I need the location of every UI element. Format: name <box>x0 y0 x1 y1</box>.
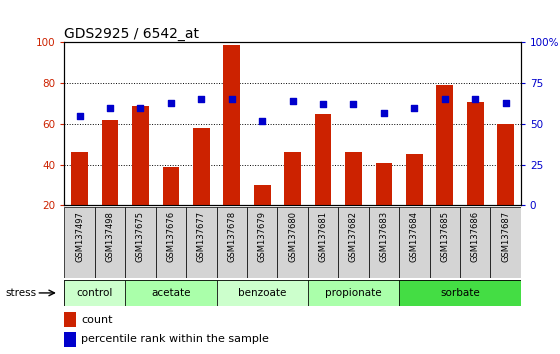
Bar <box>368 207 399 278</box>
Text: GSM137680: GSM137680 <box>288 211 297 262</box>
Text: GSM137684: GSM137684 <box>410 211 419 262</box>
Bar <box>436 85 453 205</box>
Point <box>288 98 297 104</box>
Point <box>258 118 267 124</box>
Point <box>349 102 358 107</box>
Bar <box>399 207 430 278</box>
Text: GSM137686: GSM137686 <box>470 211 480 262</box>
Point <box>410 105 419 110</box>
Text: control: control <box>77 288 113 298</box>
Bar <box>247 207 277 278</box>
Text: percentile rank within the sample: percentile rank within the sample <box>81 334 269 344</box>
Text: GSM137687: GSM137687 <box>501 211 510 262</box>
Bar <box>399 280 521 306</box>
Text: acetate: acetate <box>151 288 190 298</box>
Bar <box>223 45 240 205</box>
Point <box>75 113 84 119</box>
Bar <box>186 207 217 278</box>
Bar <box>284 152 301 205</box>
Bar <box>406 154 423 205</box>
Point <box>440 97 449 102</box>
Text: GSM137679: GSM137679 <box>258 211 267 262</box>
Bar <box>491 207 521 278</box>
Point <box>319 102 328 107</box>
Point <box>380 110 389 115</box>
Bar <box>315 114 332 205</box>
Text: propionate: propionate <box>325 288 382 298</box>
Text: sorbate: sorbate <box>440 288 480 298</box>
Bar <box>95 207 125 278</box>
Bar <box>376 162 392 205</box>
Bar <box>308 280 399 306</box>
Text: GSM137685: GSM137685 <box>440 211 449 262</box>
Bar <box>71 152 88 205</box>
Bar <box>193 128 209 205</box>
Bar <box>217 280 308 306</box>
Point <box>470 97 479 102</box>
Bar <box>338 207 368 278</box>
Bar <box>308 207 338 278</box>
Bar <box>125 280 217 306</box>
Bar <box>162 167 179 205</box>
Bar <box>254 185 270 205</box>
Bar <box>125 207 156 278</box>
Bar <box>217 207 247 278</box>
Bar <box>132 105 149 205</box>
Point <box>166 100 175 105</box>
Text: GSM137683: GSM137683 <box>379 211 389 262</box>
Text: count: count <box>81 315 113 325</box>
Point <box>105 105 115 110</box>
Bar <box>430 207 460 278</box>
Text: GSM137682: GSM137682 <box>349 211 358 262</box>
Point <box>501 100 510 105</box>
Bar <box>64 332 76 347</box>
Bar <box>102 120 118 205</box>
Bar <box>277 207 308 278</box>
Bar <box>497 124 514 205</box>
Text: GSM137497: GSM137497 <box>75 211 84 262</box>
Bar <box>345 152 362 205</box>
Bar <box>156 207 186 278</box>
Text: GSM137677: GSM137677 <box>197 211 206 262</box>
Bar <box>467 102 483 205</box>
Point <box>227 97 236 102</box>
Text: GSM137678: GSM137678 <box>227 211 236 262</box>
Point <box>136 105 145 110</box>
Point <box>197 97 206 102</box>
Text: GSM137681: GSM137681 <box>319 211 328 262</box>
Bar <box>460 207 491 278</box>
Text: stress: stress <box>6 288 37 298</box>
Text: GSM137676: GSM137676 <box>166 211 175 262</box>
Bar <box>64 313 76 327</box>
Text: GSM137675: GSM137675 <box>136 211 145 262</box>
Bar <box>64 207 95 278</box>
Text: benzoate: benzoate <box>238 288 286 298</box>
Text: GSM137498: GSM137498 <box>105 211 115 262</box>
Bar <box>64 280 125 306</box>
Text: GDS2925 / 6542_at: GDS2925 / 6542_at <box>64 28 199 41</box>
